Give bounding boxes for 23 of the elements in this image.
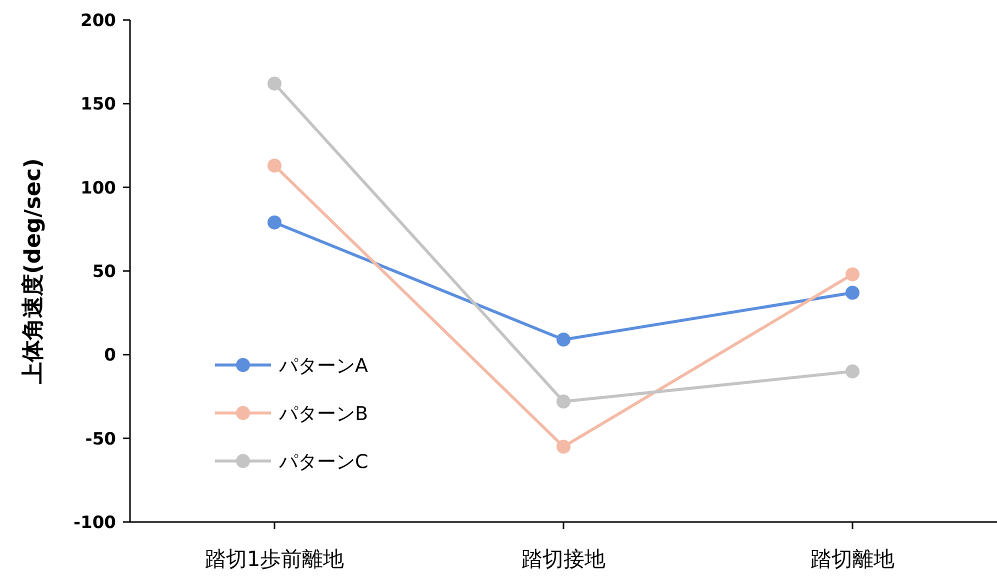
y-tick-label: 100 [80,178,116,198]
y-tick-label: 50 [92,262,116,282]
y-tick-label: 200 [80,11,116,31]
point [268,158,282,173]
point [268,76,282,91]
x-tick-label: 踏切1歩前離地 [204,547,344,571]
point [556,440,570,454]
point [846,364,860,378]
x-tick-label: 踏切接地 [522,547,606,571]
y-axis-title: 上体角速度(deg/sec) [20,158,46,385]
x-tick-label: 踏切離地 [810,547,894,571]
point [268,215,282,230]
legend-label: パターンB [278,403,368,425]
point [556,332,570,347]
y-tick-label: -50 [85,429,116,450]
legend-label: パターンA [278,355,368,377]
y-tick-label: 0 [104,346,116,366]
legend-label: パターンC [278,451,368,473]
y-tick-label: 150 [80,94,116,115]
point [846,267,860,282]
y-tick-label: -100 [73,513,116,533]
point [556,394,570,409]
point [846,286,860,300]
